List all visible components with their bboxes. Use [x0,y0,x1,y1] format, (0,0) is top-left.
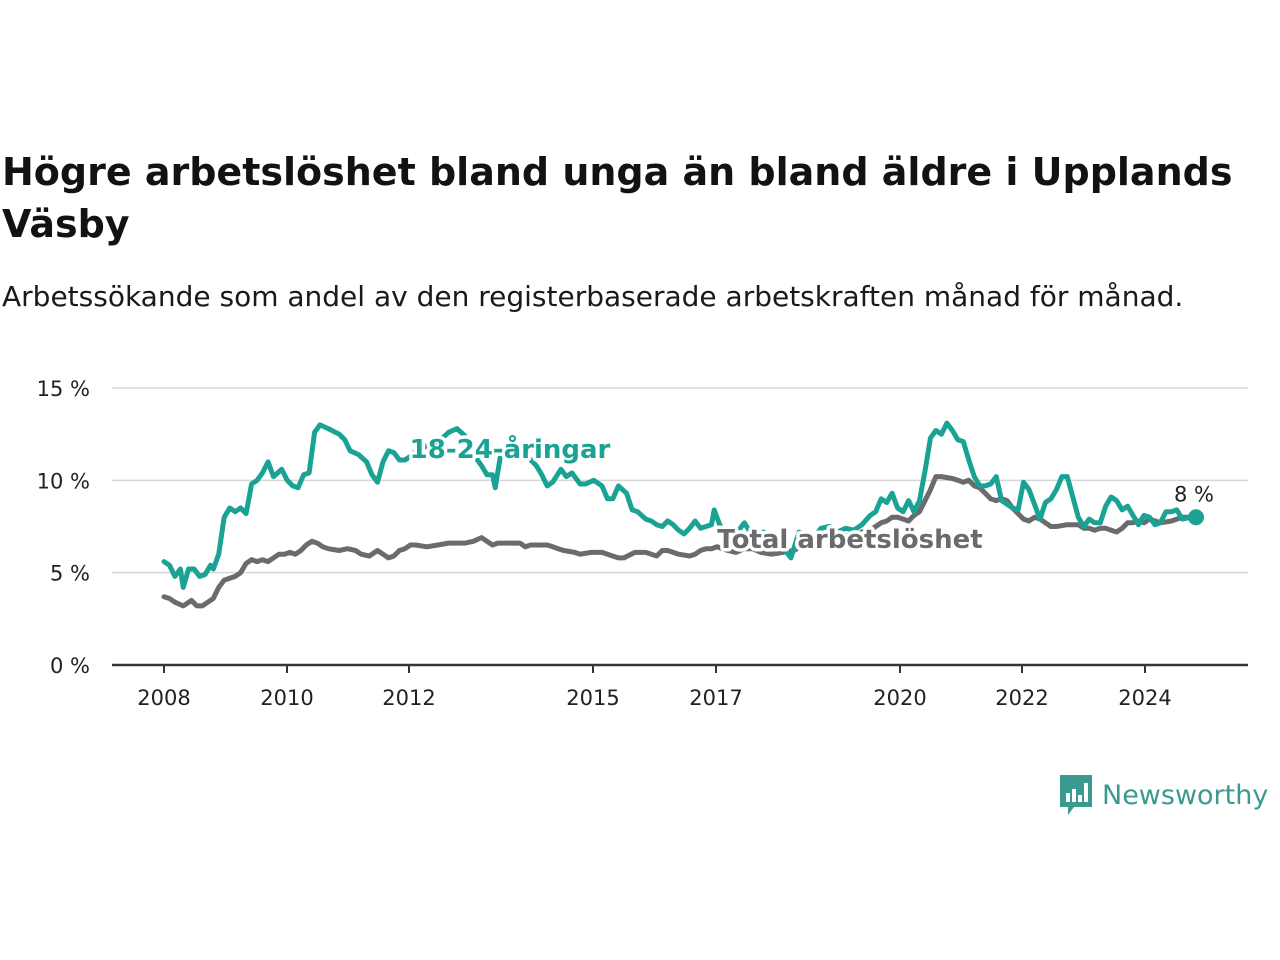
line-chart: 0 % 5 % 10 % 15 % 2008 2010 2012 2015 2017 2020 20… [37,377,1248,710]
y-tick-label: 15 % [37,377,90,401]
series-label-halo: 18-24-åringar [410,433,611,465]
series-label: Total arbetslöshet [717,525,982,555]
x-tick-label: 2015 [566,686,619,710]
newsworthy-logo-icon [1060,775,1092,815]
y-tick-label: 0 % [50,654,90,678]
brand-name: Newsworthy [1102,779,1269,811]
series-line [161,474,1199,609]
x-tick-label: 2010 [260,686,313,710]
x-tick-label: 2012 [382,686,435,710]
x-tick-label: 2017 [689,686,742,710]
x-tick-label: 2020 [873,686,926,710]
series-label: 18-24-åringar [410,433,611,465]
x-tick-label: 2024 [1118,686,1171,710]
chart-subtitle: Arbetssökande som andel av den registerb… [2,280,1184,313]
y-tick-label: 5 % [50,562,90,586]
x-tick-label: 2008 [137,686,190,710]
end-label: 8 % [1174,482,1214,506]
brand[interactable]: Newsworthy [1058,772,1268,818]
end-label-halo: 8 % [1174,482,1214,506]
series-line [161,420,1199,590]
x-tick-label: 2022 [995,686,1048,710]
y-tick-label: 10 % [37,469,90,493]
chart-title: Högre arbetslöshet bland unga än bland ä… [2,150,1233,246]
series-label-halo: Total arbetslöshet [717,525,982,555]
end-point [1188,509,1204,526]
